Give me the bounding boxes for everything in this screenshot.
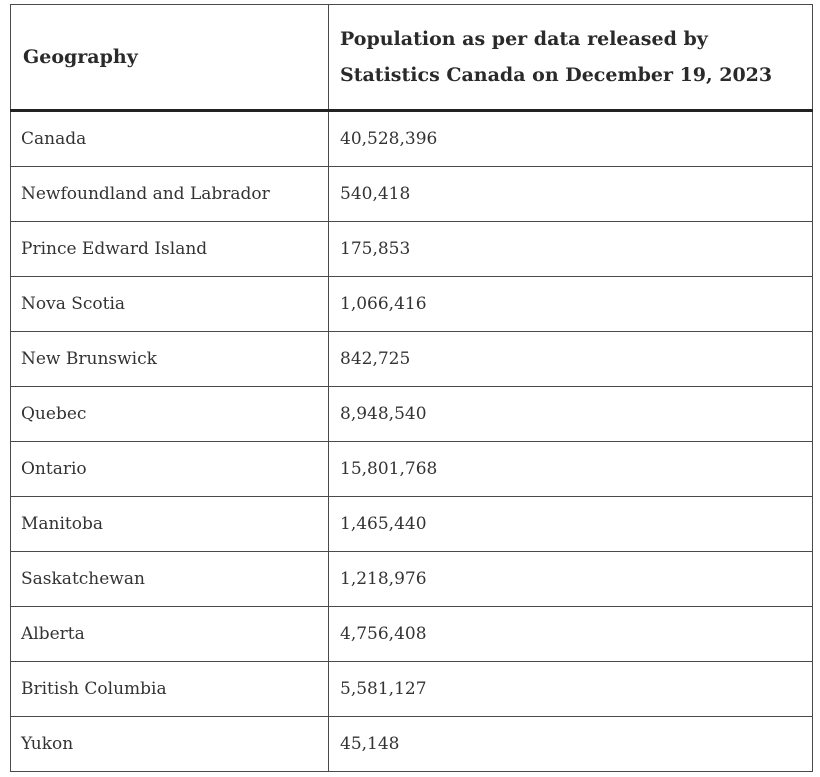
- table-row: Manitoba 1,465,440: [10, 496, 813, 552]
- population-cell: 15,801,768: [328, 441, 813, 497]
- table-row: Ontario 15,801,768: [10, 441, 813, 497]
- geography-cell: Nova Scotia: [10, 276, 329, 332]
- geography-cell: Canada: [10, 110, 329, 167]
- geography-column-header: Geography: [10, 4, 329, 112]
- population-cell: 1,465,440: [328, 496, 813, 552]
- table-row: Yukon 45,148: [10, 716, 813, 772]
- table-row: New Brunswick 842,725: [10, 331, 813, 387]
- population-cell: 540,418: [328, 166, 813, 222]
- population-cell: 40,528,396: [328, 110, 813, 167]
- table-row: Alberta 4,756,408: [10, 606, 813, 662]
- table-row: Nova Scotia 1,066,416: [10, 276, 813, 332]
- table-row: Canada 40,528,396: [10, 110, 813, 167]
- population-cell: 1,066,416: [328, 276, 813, 332]
- geography-cell: New Brunswick: [10, 331, 329, 387]
- geography-cell: Ontario: [10, 441, 329, 497]
- geography-cell: Quebec: [10, 386, 329, 442]
- population-cell: 175,853: [328, 221, 813, 277]
- geography-cell: Saskatchewan: [10, 551, 329, 607]
- geography-cell: Manitoba: [10, 496, 329, 552]
- geography-cell: Yukon: [10, 716, 329, 772]
- population-cell: 4,756,408: [328, 606, 813, 662]
- geography-cell: Newfoundland and Labrador: [10, 166, 329, 222]
- geography-cell: British Columbia: [10, 661, 329, 717]
- table-row: Newfoundland and Labrador 540,418: [10, 166, 813, 222]
- table-body: Canada 40,528,396 Newfoundland and Labra…: [10, 110, 813, 772]
- geography-cell: Alberta: [10, 606, 329, 662]
- population-cell: 1,218,976: [328, 551, 813, 607]
- table-row: Quebec 8,948,540: [10, 386, 813, 442]
- population-cell: 5,581,127: [328, 661, 813, 717]
- population-column-header: Population as per data released by Stati…: [328, 4, 813, 112]
- population-cell: 8,948,540: [328, 386, 813, 442]
- population-table: Geography Population as per data release…: [10, 4, 813, 772]
- table-row: Saskatchewan 1,218,976: [10, 551, 813, 607]
- population-cell: 842,725: [328, 331, 813, 387]
- population-cell: 45,148: [328, 716, 813, 772]
- geography-cell: Prince Edward Island: [10, 221, 329, 277]
- table-row: Prince Edward Island 175,853: [10, 221, 813, 277]
- header-row: Geography Population as per data release…: [10, 4, 813, 112]
- table-header: Geography Population as per data release…: [10, 4, 813, 112]
- table-row: British Columbia 5,581,127: [10, 661, 813, 717]
- population-table-container: Geography Population as per data release…: [10, 4, 813, 772]
